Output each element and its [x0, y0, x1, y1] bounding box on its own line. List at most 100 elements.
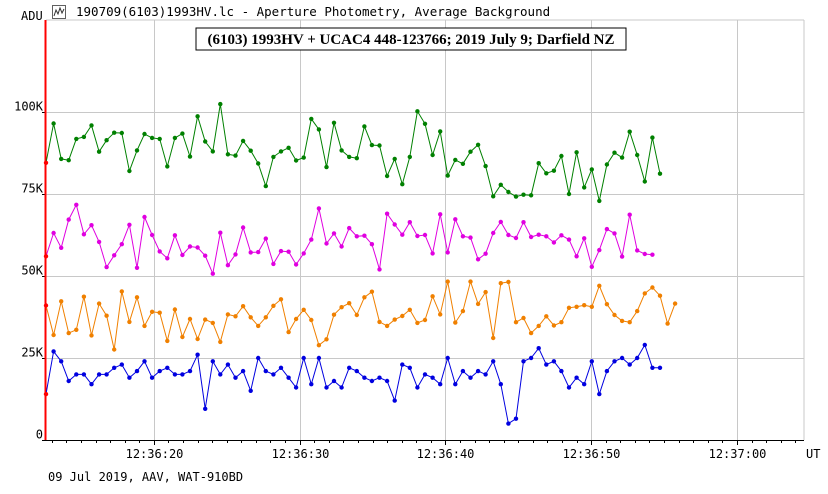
data-point — [377, 143, 382, 148]
data-point — [438, 212, 443, 217]
data-point — [74, 136, 79, 142]
data-point — [642, 342, 647, 348]
data-point — [657, 171, 663, 176]
data-point — [453, 382, 458, 387]
data-point — [96, 301, 102, 306]
data-point — [51, 230, 56, 236]
data-point — [491, 359, 496, 364]
data-point — [218, 230, 223, 235]
chart-icon[interactable] — [52, 5, 66, 19]
data-point — [240, 138, 246, 144]
data-point — [195, 336, 200, 342]
data-point — [43, 303, 49, 308]
data-point — [384, 378, 390, 384]
data-point — [612, 150, 617, 155]
data-point — [483, 163, 488, 169]
data-point — [210, 359, 215, 364]
data-point — [604, 162, 610, 167]
data-point — [347, 154, 352, 160]
data-point — [203, 139, 208, 144]
data-point — [597, 247, 602, 253]
data-point — [248, 148, 253, 153]
data-point — [521, 315, 526, 321]
data-point — [392, 156, 397, 162]
series-1 — [43, 101, 663, 204]
data-point — [149, 135, 155, 141]
data-point — [142, 359, 147, 364]
data-point — [203, 406, 208, 411]
data-point — [430, 294, 435, 299]
data-point — [506, 189, 511, 195]
x-tick-label: 12:36:40 — [417, 447, 475, 461]
data-point — [187, 316, 193, 322]
data-point — [536, 161, 541, 166]
data-point — [51, 349, 56, 354]
data-point — [544, 314, 549, 319]
data-point — [430, 251, 435, 256]
data-point — [354, 312, 359, 318]
data-point — [438, 382, 443, 387]
data-point — [66, 217, 71, 222]
data-point — [142, 323, 147, 329]
data-point — [248, 250, 253, 255]
data-point — [362, 295, 367, 300]
series-4 — [43, 342, 663, 426]
data-point — [384, 323, 390, 329]
data-point — [589, 167, 594, 172]
data-point — [513, 416, 519, 421]
data-point — [566, 385, 572, 390]
data-point — [180, 131, 185, 136]
data-point — [536, 346, 541, 351]
data-point — [293, 262, 299, 267]
data-point — [187, 368, 193, 374]
data-point — [619, 318, 625, 324]
data-point — [316, 343, 322, 348]
data-point — [498, 382, 503, 387]
data-point — [119, 362, 125, 367]
data-point — [551, 240, 557, 245]
data-point — [475, 301, 481, 307]
data-point — [430, 152, 435, 158]
data-point — [491, 230, 496, 236]
data-point — [453, 157, 458, 163]
data-point — [324, 385, 329, 390]
data-point — [240, 225, 246, 230]
data-point — [657, 293, 663, 298]
data-point — [574, 150, 579, 155]
series-2 — [43, 202, 655, 276]
data-point — [293, 316, 299, 322]
data-point — [127, 168, 132, 174]
data-point — [248, 388, 253, 393]
data-point — [513, 235, 519, 241]
data-point — [331, 378, 337, 384]
window-title: 190709(6103)1993HV.lc - Aperture Photome… — [76, 4, 551, 19]
data-point — [460, 368, 466, 374]
data-point — [384, 211, 390, 216]
data-point — [506, 232, 511, 238]
data-point — [422, 317, 428, 323]
tick-labels: 0 25K 50K 75K 100K 12:36:20 12:36:30 12:36:40 12… — [14, 100, 766, 462]
data-point — [256, 355, 261, 361]
data-point — [483, 372, 488, 377]
data-point — [354, 156, 359, 161]
data-point — [127, 222, 132, 227]
data-point — [566, 305, 572, 310]
x-tick-label: 12:36:50 — [563, 447, 621, 461]
data-point — [142, 214, 147, 220]
data-point — [377, 267, 382, 272]
data-point — [293, 158, 299, 163]
data-point — [438, 312, 443, 317]
y-tick-label: 0 — [36, 428, 43, 442]
data-point — [104, 313, 109, 318]
data-point — [460, 308, 466, 314]
data-point — [316, 127, 322, 132]
data-point — [491, 335, 496, 341]
data-point — [483, 251, 488, 256]
x-axis-label: UT — [806, 447, 820, 461]
data-point — [271, 261, 276, 267]
data-point — [491, 194, 496, 199]
data-point — [165, 164, 170, 169]
data-point — [445, 250, 450, 255]
y-axis-label: ADU — [21, 9, 43, 23]
